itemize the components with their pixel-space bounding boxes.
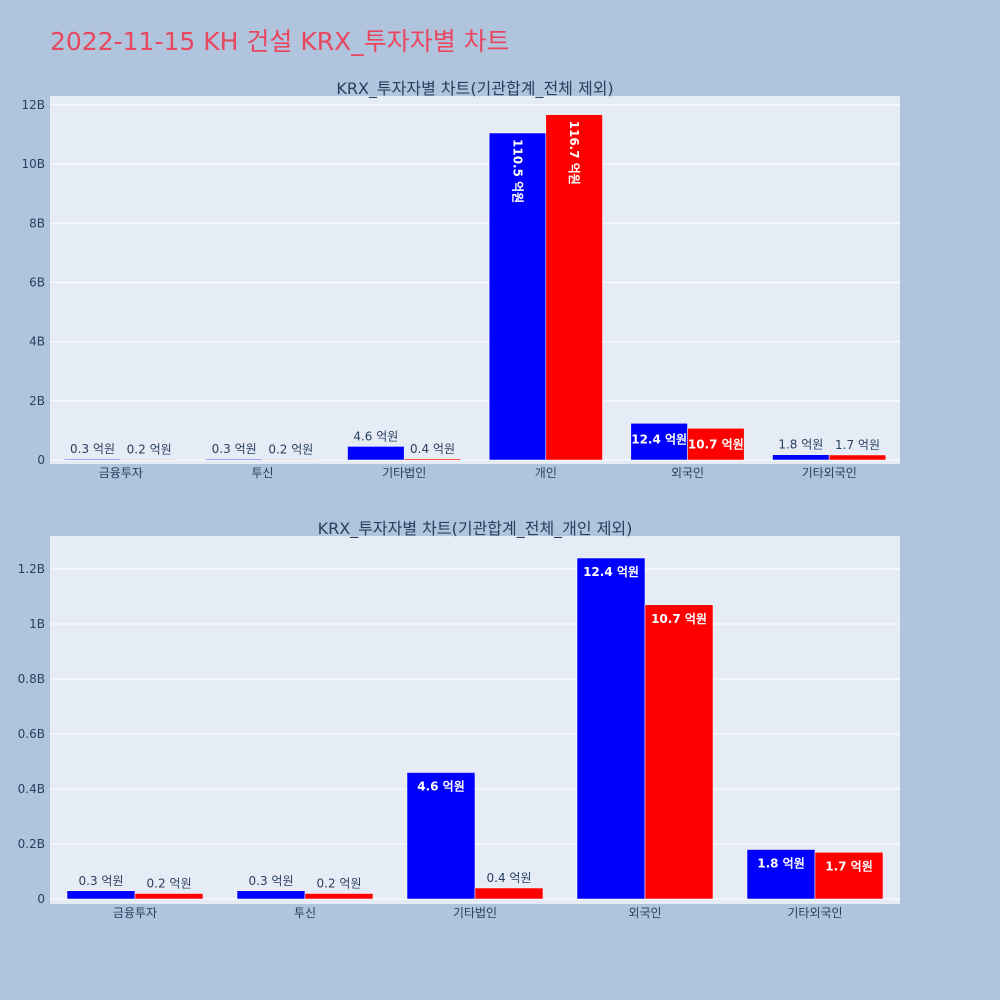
page-title: 2022-11-15 KH 건설 KRX_투자자별 차트 — [50, 27, 510, 56]
y-tick-label: 0.8B — [18, 672, 45, 686]
x-tick-label: 투신 — [251, 466, 273, 480]
bar — [347, 446, 405, 461]
bar — [205, 458, 263, 461]
bar — [545, 114, 603, 461]
bar-data-label: 4.6 억원 — [417, 780, 465, 794]
x-tick-label: 개인 — [535, 466, 557, 480]
y-tick-label: 10B — [21, 157, 45, 171]
y-tick-label: 0.4B — [18, 782, 45, 796]
bar — [644, 604, 714, 900]
bar — [828, 454, 887, 461]
bar — [262, 459, 320, 461]
y-tick-label: 2B — [29, 394, 45, 408]
bar — [406, 772, 476, 900]
bar — [66, 890, 136, 900]
y-tick-label: 0 — [37, 453, 45, 467]
bar-data-label: 12.4 억원 — [631, 432, 687, 446]
y-tick-label: 0.6B — [18, 727, 45, 741]
x-tick-label: 기타법인 — [382, 466, 426, 480]
y-tick-label: 0 — [37, 892, 45, 906]
bar — [630, 423, 688, 461]
bar-data-label: 110.5 억원 — [510, 139, 524, 203]
bar-data-label: 10.7 억원 — [688, 437, 744, 451]
y-tick-label: 1.2B — [18, 562, 45, 576]
x-tick-label: 외국인 — [628, 906, 661, 920]
bar — [814, 852, 884, 900]
y-tick-label: 1B — [29, 617, 45, 631]
bar-data-label: 0.3 억원 — [79, 874, 124, 888]
x-tick-label: 기타법인 — [453, 906, 497, 920]
y-tick-label: 4B — [29, 335, 45, 349]
bar — [120, 459, 178, 461]
bar — [488, 132, 547, 461]
bar — [403, 458, 462, 461]
bar-data-label: 1.7 억원 — [825, 859, 873, 873]
bar-data-label: 0.4 억원 — [487, 871, 532, 885]
bar-data-label: 1.7 억원 — [835, 438, 880, 452]
bar-data-label: 0.3 억원 — [212, 442, 257, 456]
bar-data-label: 0.4 억원 — [410, 442, 455, 456]
subplot-title: KRX_투자자별 차트(기관합계_전체 제외) — [336, 79, 613, 99]
bar-data-label: 4.6 억원 — [353, 429, 398, 443]
bar-data-label: 0.2 억원 — [147, 877, 192, 891]
subplot-title: KRX_투자자별 차트(기관합계_전체_개인 제외) — [318, 519, 633, 539]
y-tick-label: 12B — [21, 98, 45, 112]
bar — [236, 890, 306, 900]
x-tick-label: 금융투자 — [113, 906, 157, 920]
bar-data-label: 1.8 억원 — [778, 438, 823, 452]
bar-data-label: 0.2 억원 — [268, 442, 313, 456]
bar — [576, 557, 646, 900]
bar — [687, 428, 745, 461]
bar — [474, 887, 544, 900]
bar-data-label: 0.3 억원 — [249, 874, 294, 888]
bar — [63, 458, 122, 461]
x-tick-label: 기타외국인 — [802, 466, 857, 480]
x-tick-label: 투신 — [294, 906, 316, 920]
bar-data-label: 0.2 억원 — [127, 442, 172, 456]
y-tick-label: 6B — [29, 275, 45, 289]
x-tick-label: 외국인 — [671, 466, 704, 480]
plot-area — [50, 96, 900, 464]
bar-data-label: 0.2 억원 — [317, 877, 362, 891]
bar-data-label: 1.8 억원 — [757, 857, 805, 871]
y-tick-label: 8B — [29, 216, 45, 230]
y-tick-label: 0.2B — [18, 837, 45, 851]
bar-data-label: 12.4 억원 — [583, 565, 639, 579]
bar — [134, 893, 204, 900]
bar-data-label: 0.3 억원 — [70, 442, 115, 456]
x-tick-label: 기타외국인 — [787, 906, 842, 920]
bar-data-label: 116.7 억원 — [567, 121, 581, 185]
bar — [746, 849, 816, 900]
bar-data-label: 10.7 억원 — [651, 612, 707, 626]
bar — [304, 893, 374, 900]
bar — [772, 454, 830, 461]
x-tick-label: 금융투자 — [99, 466, 143, 480]
